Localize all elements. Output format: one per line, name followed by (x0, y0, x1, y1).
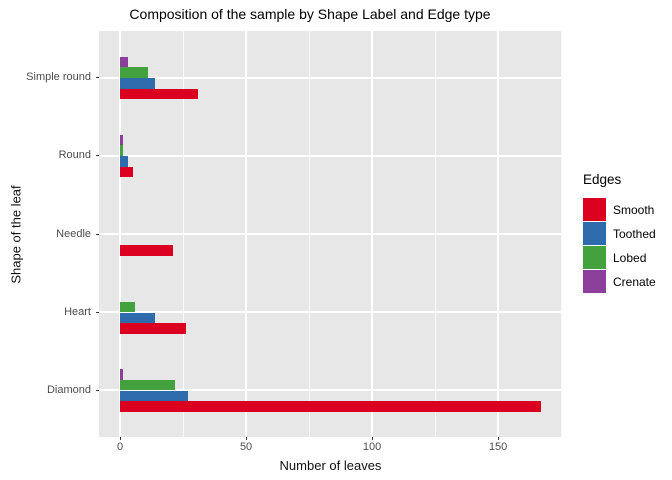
y-tick-label: Heart (64, 305, 91, 318)
y-tick-label: Diamond (46, 383, 91, 396)
y-tick-label: Needle (56, 227, 91, 240)
bar-toothed-diamond (120, 390, 189, 402)
plot-panel (99, 31, 562, 437)
bar-smooth-round (120, 166, 133, 178)
bar-lobed-round (120, 145, 123, 156)
y-tick-mark (96, 155, 99, 157)
gridline-major-horizontal (99, 311, 562, 313)
bar-lobed-heart (120, 301, 136, 313)
bar-smooth-diamond (120, 401, 541, 412)
y-tick-mark (96, 77, 99, 79)
legend-key-toothed-swatch (583, 222, 606, 245)
x-axis-title: Number of leaves (279, 458, 382, 473)
y-tick-mark (96, 389, 99, 391)
bar-crenate-simple-round (120, 56, 128, 68)
bar-toothed-simple-round (120, 78, 156, 89)
legend-label-lobed: Lobed (613, 250, 647, 265)
legend-item-smooth: Smooth (583, 198, 671, 221)
bar-toothed-round (120, 156, 128, 167)
y-tick-mark (96, 311, 99, 313)
bar-lobed-diamond (120, 379, 176, 391)
legend-key-lobed-swatch (583, 246, 606, 269)
legend-item-toothed: Toothed (583, 222, 671, 245)
bar-smooth-needle (120, 245, 173, 256)
gridline-major-horizontal (99, 389, 562, 391)
x-tick-mark (119, 437, 121, 440)
legend-title: Edges (583, 172, 622, 187)
y-tick-label: Simple round (26, 71, 91, 84)
gridline-major-horizontal (99, 155, 562, 157)
bar-crenate-round (120, 134, 123, 146)
gridline-major-horizontal (99, 77, 562, 79)
legend-items: Smooth Toothed Lobed Crenate (583, 198, 671, 293)
legend-key-crenate-swatch (583, 270, 606, 293)
legend-item-lobed: Lobed (583, 246, 671, 269)
x-tick-label: 100 (362, 441, 382, 453)
legend-label-smooth: Smooth (613, 202, 655, 217)
bar-smooth-simple-round (120, 88, 199, 100)
x-tick-mark (371, 437, 373, 440)
y-tick-label: Round (58, 149, 91, 162)
bar-lobed-simple-round (120, 67, 148, 78)
legend-label-crenate: Crenate (613, 274, 656, 289)
legend-key-smooth-swatch (583, 198, 606, 221)
x-tick-label: 0 (116, 441, 124, 453)
y-tick-mark (96, 233, 99, 235)
x-tick-mark (245, 437, 247, 440)
x-tick-label: 50 (239, 441, 253, 453)
legend-label-toothed: Toothed (613, 226, 656, 241)
bar-smooth-heart (120, 323, 186, 334)
legend-item-crenate: Crenate (583, 270, 671, 293)
gridline-major-horizontal (99, 233, 562, 235)
bar-crenate-diamond (120, 369, 123, 380)
chart-title: Composition of the sample by Shape Label… (129, 6, 491, 22)
bar-toothed-heart (120, 312, 156, 324)
legend: Edges Smooth Toothed Lobed Crenate (583, 172, 671, 294)
x-tick-mark (497, 437, 499, 440)
x-tick-label: 150 (488, 441, 508, 453)
